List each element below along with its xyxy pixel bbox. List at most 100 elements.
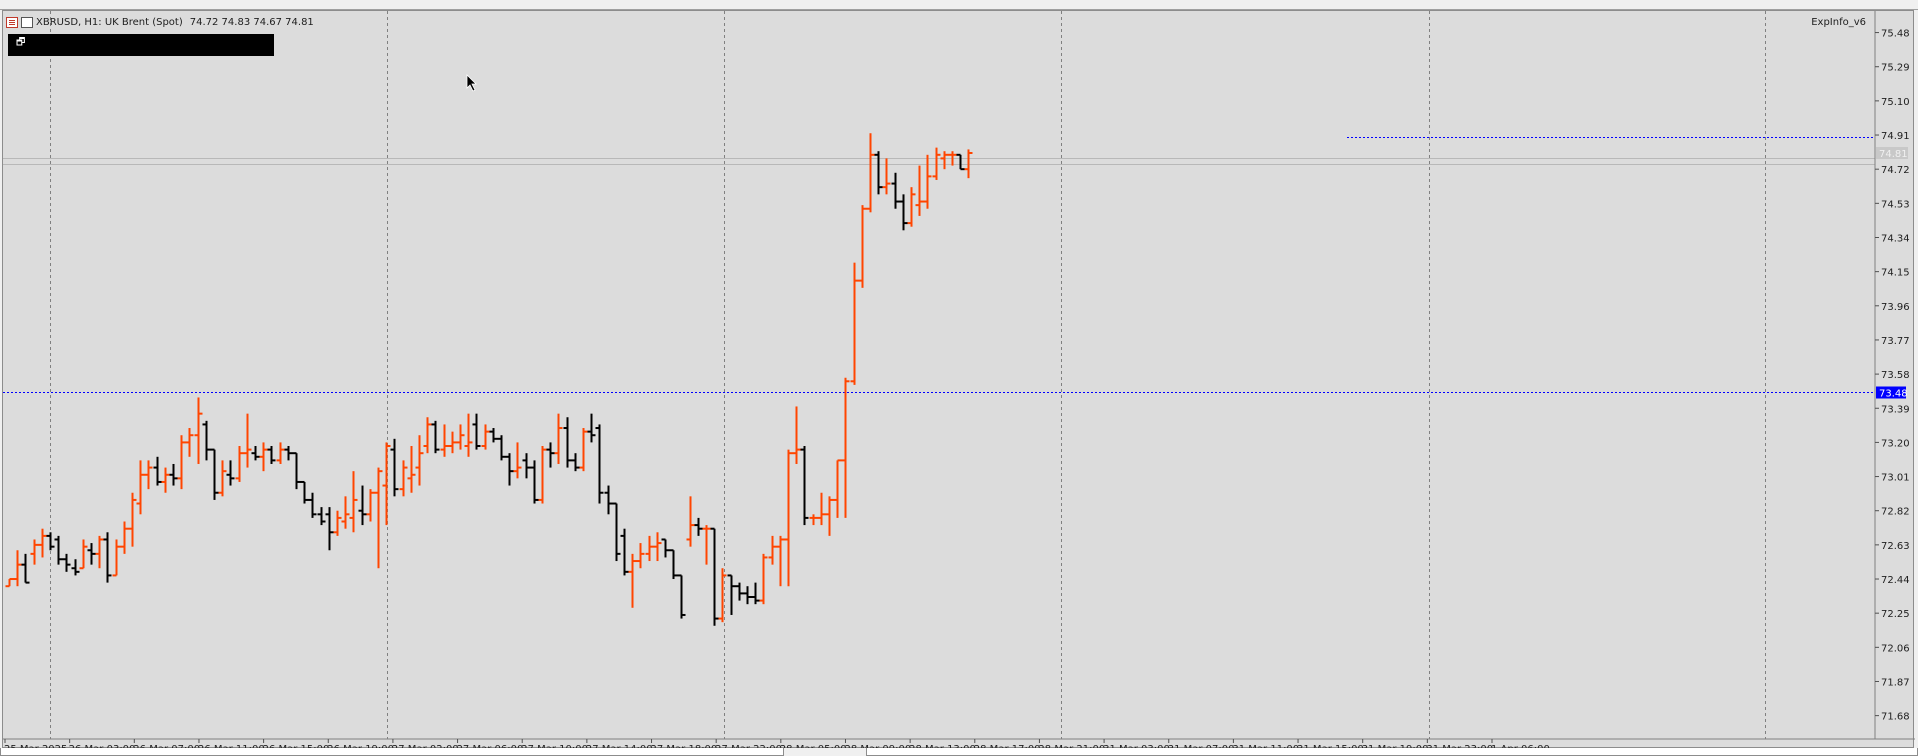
ohlc-bar bbox=[891, 172, 900, 209]
x-tick-label: 28 Mar 21:00 bbox=[1038, 744, 1105, 749]
y-tick-label: 73.77 bbox=[1881, 336, 1910, 347]
ohlc-bar bbox=[62, 553, 71, 572]
x-tick-label: 27 Mar 10:00 bbox=[521, 744, 588, 749]
ohlc-bar bbox=[882, 158, 891, 195]
ohlc-bar bbox=[825, 496, 834, 536]
ohlc-bar bbox=[669, 549, 678, 580]
x-tick-label: 31 Mar 19:00 bbox=[1362, 744, 1429, 749]
x-tick-label: 1 Apr 06:00 bbox=[1491, 744, 1550, 749]
ohlc-bar bbox=[177, 435, 186, 490]
ohlc-bar bbox=[513, 442, 522, 479]
ohlc-bar bbox=[792, 406, 801, 464]
y-tick-label: 75.10 bbox=[1881, 97, 1910, 108]
ohlc-bar bbox=[54, 535, 63, 565]
ohlc-bar bbox=[833, 459, 842, 518]
ohlc-bar bbox=[546, 442, 555, 468]
ohlc-bar bbox=[940, 151, 949, 170]
y-tick-label: 73.01 bbox=[1881, 473, 1910, 484]
ohlc-bar bbox=[472, 413, 481, 450]
ohlc-bar bbox=[399, 460, 408, 497]
chart-header: XBRUSD, H1: UK Brent (Spot) 74.72 74.83 … bbox=[6, 14, 314, 30]
ohlc-bar bbox=[251, 446, 260, 461]
ohlc-bar bbox=[374, 467, 383, 569]
ohlc-bar bbox=[431, 420, 440, 454]
ohlc-bar bbox=[563, 417, 572, 468]
ohlc-bar bbox=[800, 446, 809, 526]
x-tick-label: 26 Mar 19:00 bbox=[327, 744, 394, 749]
ohlc-bar bbox=[874, 151, 883, 195]
grid-lines bbox=[3, 11, 1875, 739]
ohlc-bar bbox=[415, 435, 424, 486]
ohlc-bar bbox=[710, 527, 719, 626]
ohlc-bar bbox=[809, 514, 818, 526]
ohlc-bar bbox=[218, 460, 227, 497]
indicator-label: ExpInfo_v6 bbox=[1811, 17, 1866, 28]
info-panel: 🗗 bbox=[8, 34, 274, 56]
y-tick-label: 75.29 bbox=[1881, 63, 1910, 74]
ohlc-bar bbox=[448, 431, 457, 454]
ohlc-bar bbox=[87, 543, 96, 565]
ohlc-bar bbox=[628, 553, 637, 608]
ohlc-bar bbox=[144, 460, 153, 490]
y-tick-label: 73.20 bbox=[1881, 438, 1910, 449]
price-chart[interactable]: 73.48 75.48 75.29 75.10 74.91 74.72 74.53 74.3… bbox=[3, 11, 1915, 749]
ohlc-bar bbox=[226, 460, 235, 486]
x-tick-label: 31 Mar 23:00 bbox=[1426, 744, 1493, 749]
ohlc-bar bbox=[604, 485, 613, 515]
ohlc-bar bbox=[325, 507, 334, 551]
ohlc-bar bbox=[46, 532, 55, 551]
ohlc-bar bbox=[390, 438, 399, 497]
ohlc-bar bbox=[5, 578, 14, 588]
x-tick-label: 31 Mar 07:00 bbox=[1168, 744, 1235, 749]
chart-properties-icon[interactable] bbox=[21, 16, 33, 28]
y-tick-label: 72.06 bbox=[1881, 643, 1910, 654]
ohlc-bar bbox=[784, 449, 793, 587]
ohlc-bar bbox=[300, 480, 309, 504]
y-tick-label: 74.72 bbox=[1881, 165, 1910, 176]
y-tick-label: 71.87 bbox=[1881, 677, 1910, 688]
ohlc-bar bbox=[497, 435, 506, 461]
x-tick-label: 28 Mar 17:00 bbox=[974, 744, 1041, 749]
chart-window[interactable]: 73.48 75.48 75.29 75.10 74.91 74.72 74.53 74.3… bbox=[2, 10, 1915, 749]
ohlc-bar bbox=[932, 147, 941, 180]
ohlc-bar bbox=[505, 453, 514, 486]
bottom-tab-left[interactable] bbox=[0, 748, 784, 756]
y-tick-label: 72.63 bbox=[1881, 541, 1910, 552]
ohlc-bar bbox=[456, 424, 465, 450]
bottom-strip bbox=[0, 748, 1918, 756]
ohlc-bar bbox=[358, 485, 367, 526]
ohlc-bar bbox=[259, 442, 268, 472]
ohlc-bar bbox=[128, 492, 137, 547]
ohlc-bar bbox=[30, 539, 39, 565]
chart-menu-icon[interactable] bbox=[6, 16, 18, 28]
ohlc-bar bbox=[79, 539, 88, 570]
restore-window-icon[interactable]: 🗗 bbox=[16, 37, 26, 48]
x-tick-label: 27 Mar 18:00 bbox=[651, 744, 718, 749]
ohlc-bar bbox=[530, 460, 539, 504]
ohlc-bar bbox=[694, 517, 703, 536]
ohlc-bar bbox=[899, 194, 908, 231]
ohlc-bar bbox=[341, 496, 350, 529]
ohlc-bar bbox=[612, 502, 621, 562]
bottom-tab-right[interactable] bbox=[866, 748, 1918, 756]
y-tick-label: 74.34 bbox=[1881, 233, 1910, 244]
ohlc-bar bbox=[538, 446, 547, 504]
ohlc-bar bbox=[620, 528, 629, 576]
ohlc-bar bbox=[169, 463, 178, 486]
x-tick-label: 27 Mar 14:00 bbox=[586, 744, 653, 749]
ohlc-bar bbox=[727, 574, 736, 615]
ohlc-bar bbox=[95, 535, 104, 569]
ohlc-bar bbox=[317, 507, 326, 526]
ohlc-bar bbox=[13, 550, 22, 587]
ohlc-bar bbox=[382, 442, 391, 526]
ohlc-bar bbox=[735, 582, 744, 601]
ohlc-bar bbox=[185, 428, 194, 457]
ohlc-values: 74.72 74.83 74.67 74.81 bbox=[189, 16, 314, 28]
ohlc-bar bbox=[850, 262, 859, 385]
ohlc-bar bbox=[349, 471, 358, 533]
ohlc-bar bbox=[194, 397, 203, 464]
hline-price-tag bbox=[1876, 386, 1906, 399]
mouse-cursor-icon bbox=[466, 74, 477, 92]
ohlc-bar bbox=[202, 420, 211, 461]
y-tick-label: 74.15 bbox=[1881, 268, 1910, 279]
